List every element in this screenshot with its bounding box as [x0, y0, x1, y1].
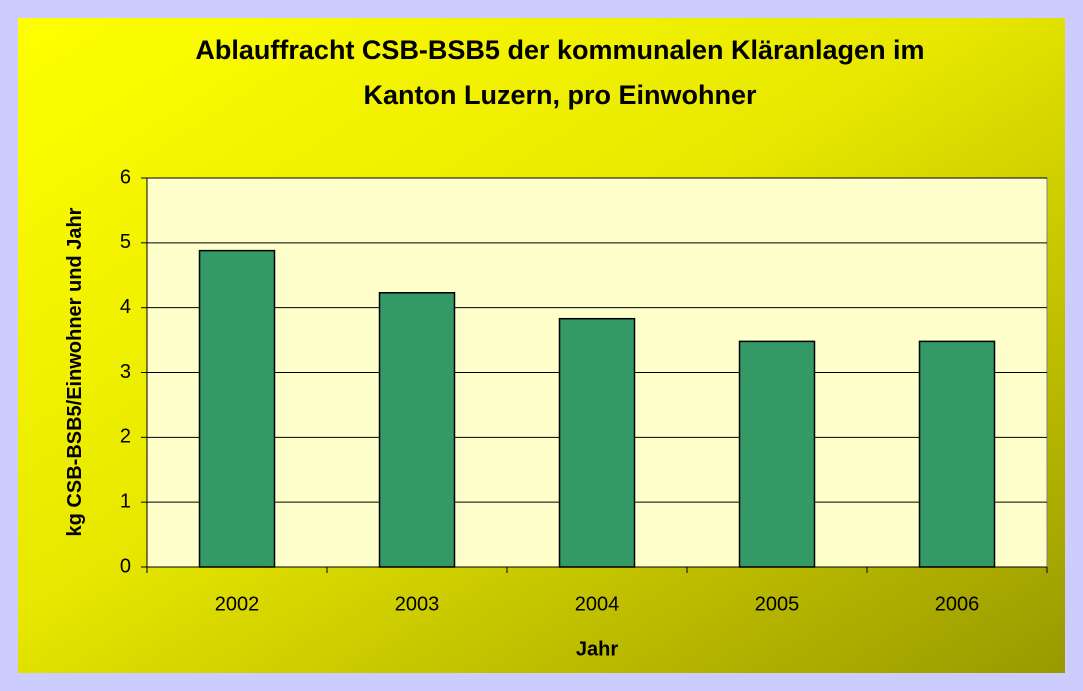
x-tick-label: 2005 [755, 593, 800, 615]
x-tick-label: 2003 [395, 593, 440, 615]
bar [918, 340, 996, 568]
x-axis-title: Jahr [576, 638, 618, 660]
x-tick-label: 2004 [575, 593, 620, 615]
title-box: Ablauffracht CSB-BSB5 der kommunalen Klä… [195, 35, 925, 110]
x-tick-label: 2006 [935, 593, 980, 615]
bar [198, 249, 276, 568]
y-axis-title: kg CSB-BSB5/Einwohner und Jahr [64, 207, 86, 537]
bar [378, 292, 456, 568]
bar [738, 340, 816, 568]
y-tick-label: 5 [120, 231, 131, 253]
y-tick-label: 4 [120, 296, 131, 318]
chart-title: Ablauffracht CSB-BSB5 der kommunalen Klä… [195, 35, 925, 110]
y-tick-label: 3 [120, 361, 131, 383]
y-tick-label: 6 [120, 166, 131, 188]
y-tick-label: 1 [120, 490, 131, 512]
y-tick-label: 0 [120, 555, 131, 577]
bar [558, 317, 636, 568]
x-tick-label: 2002 [215, 593, 260, 615]
y-tick-label: 2 [120, 426, 131, 448]
y-title-box: kg CSB-BSB5/Einwohner und Jahr [64, 207, 86, 537]
